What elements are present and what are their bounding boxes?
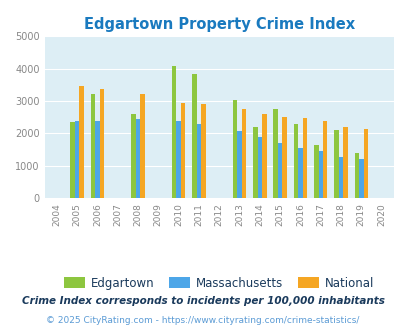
Bar — [293, 124, 298, 198]
Bar — [334, 130, 338, 198]
Bar — [201, 104, 205, 198]
Bar — [313, 145, 318, 198]
Title: Edgartown Property Crime Index: Edgartown Property Crime Index — [83, 17, 354, 32]
Bar — [131, 114, 136, 198]
Bar — [282, 117, 286, 198]
Bar — [75, 121, 79, 198]
Bar — [318, 151, 322, 198]
Bar — [95, 121, 99, 198]
Bar — [140, 94, 145, 198]
Bar — [232, 100, 237, 198]
Bar — [135, 119, 140, 198]
Bar — [79, 86, 84, 198]
Bar — [237, 131, 241, 198]
Bar — [253, 127, 257, 198]
Bar — [338, 157, 343, 198]
Bar — [176, 121, 180, 198]
Bar — [363, 129, 367, 198]
Bar — [298, 148, 302, 198]
Legend: Edgartown, Massachusetts, National: Edgartown, Massachusetts, National — [60, 272, 378, 294]
Bar — [257, 137, 261, 198]
Bar — [322, 121, 327, 198]
Bar — [100, 89, 104, 198]
Bar — [302, 118, 307, 198]
Bar — [171, 66, 176, 198]
Text: © 2025 CityRating.com - https://www.cityrating.com/crime-statistics/: © 2025 CityRating.com - https://www.city… — [46, 316, 359, 325]
Bar — [358, 159, 362, 198]
Bar — [241, 109, 246, 198]
Bar — [70, 122, 75, 198]
Bar — [91, 93, 95, 198]
Bar — [343, 126, 347, 198]
Bar — [354, 153, 358, 198]
Bar — [262, 114, 266, 198]
Bar — [273, 109, 277, 198]
Text: Crime Index corresponds to incidents per 100,000 inhabitants: Crime Index corresponds to incidents per… — [21, 296, 384, 306]
Bar — [277, 143, 281, 198]
Bar — [180, 103, 185, 198]
Bar — [196, 124, 200, 198]
Bar — [192, 74, 196, 198]
